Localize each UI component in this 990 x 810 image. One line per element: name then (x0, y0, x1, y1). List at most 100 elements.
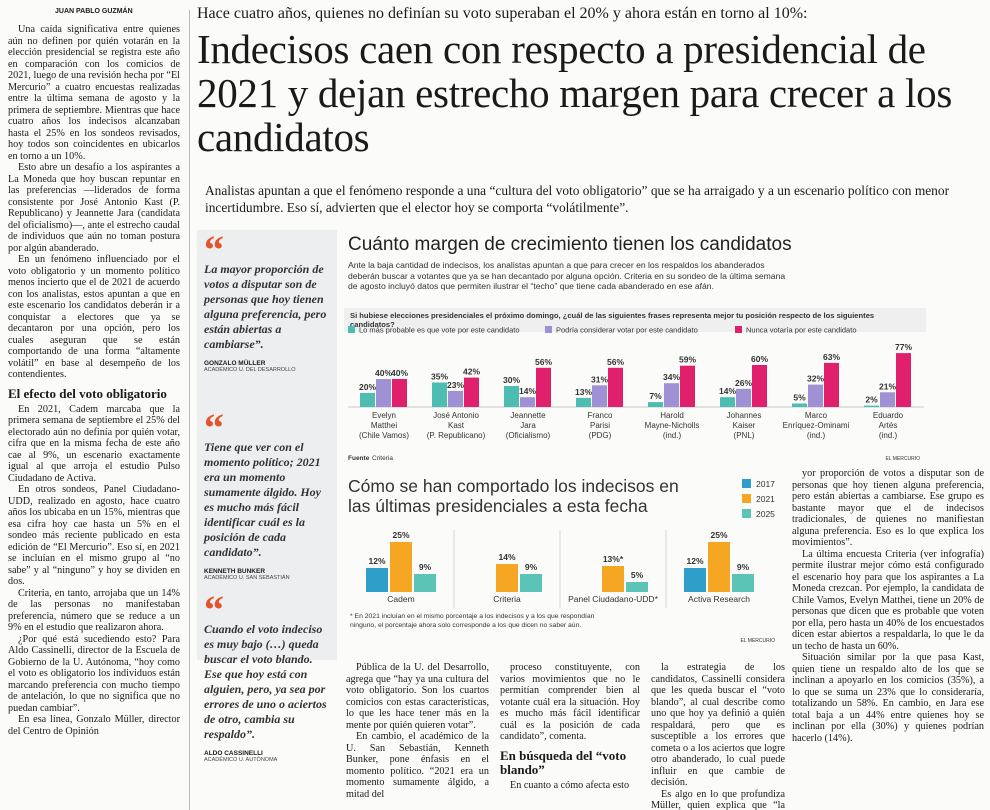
paragraph: ¿Por qué está sucediendo esto? Para Aldo… (8, 633, 180, 714)
deck: Analistas apuntan a que el fenómeno resp… (205, 183, 950, 215)
value-label: 21% (879, 381, 896, 391)
bar (448, 390, 463, 407)
paragraph: la estrategia de los candidatos, Cassine… (651, 662, 785, 788)
category-label: Kaiser (733, 421, 756, 430)
paragraph: En otros sondeos, Panel Ciudadano-UDD, r… (8, 484, 180, 587)
quote-text: Tiene que ver con el momento político; 2… (204, 440, 321, 559)
category-label: Matthei (371, 421, 397, 430)
bar (366, 568, 388, 592)
bar (496, 564, 518, 592)
quote-name: KENNETH BUNKER (204, 568, 266, 575)
quote-role: ACADÉMICO U. SAN SEBASTIÁN (204, 575, 290, 581)
body-column: proceso constituyente, con varios movimi… (500, 662, 640, 810)
category-label: Panel Ciudadano-UDD* (568, 594, 658, 604)
source: Criteria (372, 455, 393, 462)
category-label: José Antonio (433, 411, 479, 420)
value-label: 20% (359, 382, 376, 392)
category-label: Johannes (727, 411, 762, 420)
bar (608, 367, 623, 407)
value-label: 63% (823, 352, 840, 362)
bar (720, 397, 735, 407)
quote-mark: “ (204, 227, 224, 272)
bar (392, 379, 407, 407)
category-label: (Oficialismo) (506, 431, 551, 440)
quote-role: ACADÉMICO U. DEL DESARROLLO (204, 367, 296, 373)
value-label: 60% (751, 354, 768, 364)
value-label: 13%* (603, 554, 624, 564)
bar (680, 365, 695, 407)
headline: Indecisos caen con respecto a presidenci… (197, 26, 952, 160)
value-label: 9% (525, 562, 538, 572)
chart-candidates-bars: Lo más probable es que vote por este can… (348, 326, 924, 462)
category-label: Evelyn (372, 411, 396, 420)
bar (536, 367, 551, 407)
paragraph: Esto abre un desafío a los aspirantes a … (8, 162, 180, 254)
category-label: (ind.) (807, 431, 826, 440)
paragraph: En 2021, Cadem marcaba que la primera se… (8, 403, 180, 484)
bar (664, 383, 679, 407)
bar (432, 382, 447, 407)
bar (896, 353, 911, 407)
paragraph: En esa línea, Gonzalo Müller, director d… (8, 714, 180, 737)
bar (752, 365, 767, 407)
value-label: 40% (375, 368, 392, 378)
pull-quote: “Cuando el voto indeciso es muy bajo (…)… (204, 587, 332, 764)
byline: JUAN PABLO GUZMÁN (55, 8, 133, 15)
bar (504, 386, 519, 407)
value-label: 56% (535, 357, 552, 367)
category-label: (ind.) (879, 431, 898, 440)
value-label: 59% (679, 355, 696, 365)
bar (360, 393, 375, 407)
legend-swatch (742, 494, 751, 503)
paragraph: En un fenómeno influenciado por el voto … (8, 254, 180, 380)
category-label: (ind.) (663, 431, 682, 440)
legend-label: 2017 (756, 479, 775, 489)
legend-label: 2021 (756, 494, 775, 504)
value-label: 9% (737, 562, 750, 572)
bar (376, 379, 391, 407)
value-label: 13% (575, 387, 592, 397)
category-label: (Chile Vamos) (359, 431, 409, 440)
quote-text: La mayor proporción de votos a disputar … (204, 262, 327, 351)
bar (626, 582, 648, 592)
value-label: 5% (631, 570, 644, 580)
legend-label: Podría considerar votar por este candida… (556, 326, 698, 335)
legend-label: 2025 (756, 509, 775, 519)
bar (648, 402, 663, 407)
legend-swatch (742, 479, 751, 488)
pull-quote: “Tiene que ver con el momento político; … (204, 408, 332, 582)
legend-label: Nunca votaría por este candidato (746, 326, 857, 335)
value-label: 5% (793, 393, 806, 403)
value-label: 32% (807, 374, 824, 384)
quote-text: Cuando el voto indeciso es muy bajo (…) … (204, 622, 327, 741)
value-label: 30% (503, 375, 520, 385)
category-label: Jeannette (510, 411, 546, 420)
value-label: 35% (431, 372, 448, 382)
value-label: 2% (865, 395, 878, 405)
source-label: Fuente (348, 455, 370, 462)
chart-title: Cómo se han comportado los indecisos en (348, 476, 679, 496)
quote-role: ACADÉMICO U. AUTÓNOMA (204, 757, 278, 763)
bar (808, 384, 823, 407)
left-column: Una caída significativa entre quienes aú… (8, 24, 180, 810)
value-label: 14% (498, 552, 515, 562)
body-column: Pública de la U. del Desarrollo, agrega … (346, 662, 489, 810)
chart-intro: Ante la baja cantidad de indecisos, los … (348, 260, 786, 291)
chart-undecided: Cómo se han comportado los indecisos enl… (348, 476, 775, 644)
paragraph: En cambio, el académico de la U. San Seb… (346, 731, 489, 800)
legend-swatch (545, 326, 552, 333)
paragraph: yor proporción de votos a disputar son d… (792, 468, 984, 548)
credit: EL MERCURIO (740, 638, 775, 644)
legend-swatch (348, 326, 355, 333)
category-label: (PDG) (589, 431, 612, 440)
value-label: 23% (447, 380, 464, 390)
quote-mark: “ (204, 587, 224, 632)
paragraph: Situación similar por la que pasa Kast, … (792, 652, 984, 744)
paragraph: En cuanto a cómo afecta esto (510, 779, 630, 791)
value-label: 25% (710, 530, 727, 540)
bar (576, 397, 591, 407)
category-label: Parisi (590, 421, 610, 430)
legend-label: Lo más probable es que vote por este can… (359, 326, 520, 335)
quote-name: ALDO CASSINELLI (204, 750, 263, 757)
